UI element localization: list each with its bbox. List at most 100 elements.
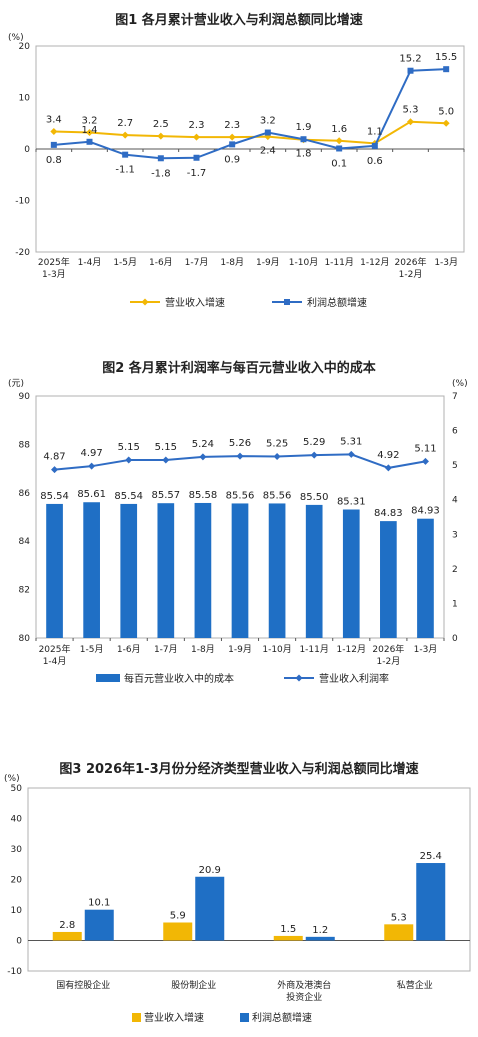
- margin-point: [125, 456, 133, 464]
- x-tick-label: 1-3月: [434, 257, 458, 268]
- y-tick-label-right: 6: [452, 427, 458, 437]
- chart-revenue-profit-growth: 图1 各月累计营业收入与利润总额同比增速(%)20100-10-202025年1…: [8, 12, 465, 309]
- x-tick-label: 1-12月: [337, 644, 366, 655]
- y-tick-label-right: 1: [452, 599, 458, 609]
- profit-point: [407, 67, 414, 74]
- margin-data-label: 5.25: [266, 439, 288, 450]
- cost-bar: [120, 503, 138, 638]
- y-tick-label: 50: [11, 784, 23, 794]
- margin-data-label: 5.15: [155, 442, 177, 453]
- x-tick-label: 股份制企业: [171, 979, 216, 991]
- profit-growth-bar: [195, 876, 225, 941]
- y-axis-unit-right: (%): [452, 379, 468, 389]
- revenue-point: [442, 119, 450, 127]
- cost-bar-label: 84.83: [374, 508, 403, 519]
- revenue-data-label: 2.4: [260, 146, 276, 157]
- revenue-data-label: 2.7: [117, 118, 133, 129]
- x-tick-label: 1-2月: [377, 656, 401, 667]
- legend-marker-profit: [284, 299, 290, 305]
- profit-growth-label: 1.2: [312, 925, 328, 936]
- x-tick-label: 1-4月: [43, 656, 67, 667]
- margin-data-label: 5.29: [303, 437, 325, 448]
- revenue-growth-label: 2.8: [59, 920, 75, 931]
- profit-point: [371, 142, 378, 149]
- profit-point: [193, 154, 200, 161]
- margin-point: [384, 464, 392, 472]
- legend-swatch-cost: [96, 674, 120, 682]
- x-tick-label: 私营企业: [397, 979, 433, 991]
- cost-bar-label: 85.58: [189, 490, 218, 501]
- profit-data-label: -1.1: [115, 165, 135, 176]
- x-tick-label: 2026年: [372, 643, 404, 655]
- margin-point: [199, 453, 207, 461]
- profit-point: [300, 136, 307, 143]
- margin-point: [273, 453, 281, 460]
- profit-data-label: 1.9: [296, 122, 312, 133]
- x-tick-label: 2025年: [39, 643, 71, 655]
- revenue-point: [407, 118, 414, 126]
- chart-title: 图2 各月累计利润率与每百元营业收入中的成本: [102, 360, 376, 376]
- margin-point: [236, 452, 244, 460]
- legend-label-profit: 利润总额增速: [252, 1011, 312, 1024]
- margin-data-label: 4.87: [43, 452, 65, 463]
- chart-title: 图1 各月累计营业收入与利润总额同比增速: [115, 12, 363, 28]
- cost-bar-label: 85.31: [337, 496, 366, 507]
- revenue-data-label: 2.3: [224, 120, 240, 131]
- revenue-point: [228, 133, 236, 141]
- revenue-data-label: 2.5: [153, 119, 169, 130]
- profit-point: [86, 138, 93, 145]
- profit-data-label: -1.8: [151, 168, 171, 179]
- y-tick-label-left: 86: [19, 489, 31, 499]
- x-tick-label: 1-12月: [360, 257, 389, 268]
- margin-data-label: 5.24: [192, 439, 214, 450]
- cost-bar-label: 85.50: [300, 492, 329, 503]
- y-tick-label-right: 0: [452, 634, 458, 644]
- cost-bar-label: 85.54: [114, 491, 143, 502]
- cost-bar-label: 84.93: [411, 506, 440, 517]
- cost-bar: [194, 502, 212, 638]
- y-axis-unit-left: (元): [8, 379, 24, 389]
- cost-bar: [305, 504, 323, 638]
- y-tick-label: 40: [11, 815, 23, 825]
- profit-point: [443, 66, 450, 73]
- legend-label-revenue: 营业收入增速: [144, 1011, 204, 1024]
- margin-data-label: 5.31: [340, 436, 362, 447]
- y-tick-label: 30: [11, 845, 23, 855]
- margin-data-label: 5.26: [229, 438, 251, 449]
- margin-data-label: 4.97: [81, 448, 103, 459]
- x-tick-label: 1-10月: [262, 644, 291, 655]
- legend-swatch-profit: [240, 1013, 249, 1022]
- x-tick-label: 1-6月: [149, 257, 173, 268]
- profit-point: [50, 141, 57, 148]
- profit-data-label: 0.6: [367, 156, 383, 167]
- margin-point: [162, 456, 170, 464]
- y-tick-label-left: 82: [19, 586, 30, 596]
- y-tick-label: 20: [19, 42, 31, 52]
- profit-point: [122, 151, 129, 158]
- profit-data-label: -1.7: [187, 168, 207, 179]
- cost-bar: [83, 502, 100, 638]
- margin-data-label: 5.15: [118, 442, 140, 453]
- cost-bar-label: 85.61: [77, 489, 106, 500]
- profit-data-label: 15.2: [399, 54, 421, 65]
- x-tick-label: 1-2月: [399, 269, 423, 280]
- y-tick-label-left: 84: [19, 537, 31, 547]
- revenue-data-label: 1.6: [331, 124, 347, 135]
- revenue-point: [50, 127, 58, 135]
- cost-bar: [268, 503, 286, 638]
- y-tick-label: -10: [15, 197, 30, 207]
- revenue-data-label: 1.8: [296, 149, 312, 160]
- plot-frame: [27, 787, 471, 972]
- revenue-data-label: 5.0: [438, 106, 454, 117]
- x-tick-label: 1-10月: [289, 257, 318, 268]
- x-tick-label: 1-7月: [154, 644, 178, 655]
- revenue-data-label: 5.3: [403, 105, 419, 116]
- profit-data-label: 3.2: [260, 116, 276, 127]
- profit-data-label: 0.9: [224, 154, 240, 165]
- cost-bar-label: 85.56: [263, 490, 292, 501]
- revenue-point: [86, 129, 93, 137]
- cost-bar: [46, 503, 63, 638]
- revenue-growth-label: 5.9: [170, 911, 186, 922]
- profit-growth-label: 10.1: [88, 898, 110, 909]
- revenue-point: [193, 133, 200, 141]
